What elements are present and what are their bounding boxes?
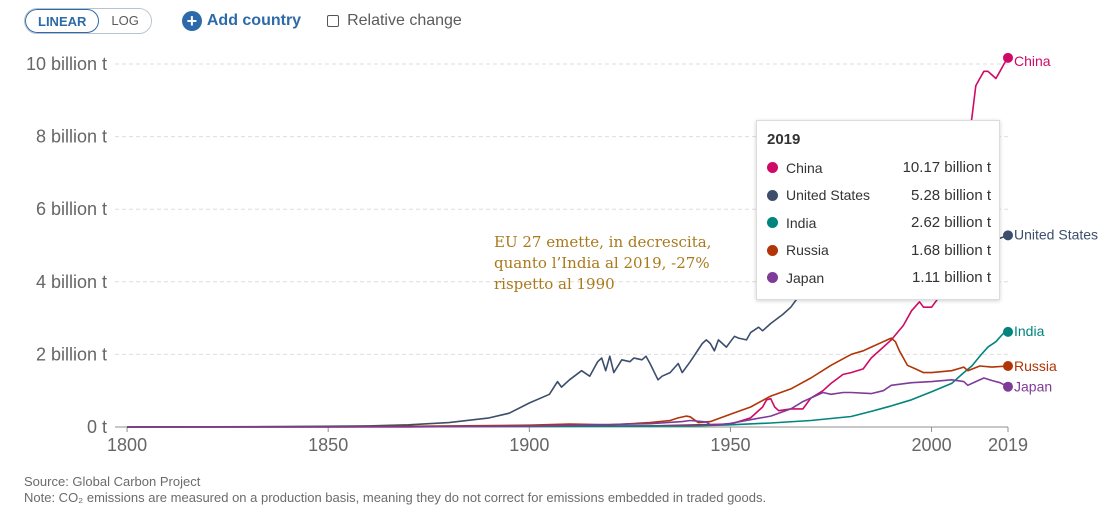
tooltip-series-name: United States bbox=[786, 187, 871, 204]
tooltip-year: 2019 bbox=[767, 131, 801, 148]
x-tick-label: 1950 bbox=[710, 435, 750, 455]
series-end-point[interactable] bbox=[1003, 326, 1013, 337]
series-end-point[interactable] bbox=[1003, 52, 1013, 63]
series-end-point[interactable] bbox=[1003, 230, 1013, 241]
year-tooltip: 2019 China 10.17 billion t United States 5.… bbox=[756, 120, 1000, 300]
tooltip-row: Japan 1.11 billion t bbox=[767, 264, 991, 292]
series-end-point[interactable] bbox=[1003, 381, 1013, 392]
tooltip-series-name: India bbox=[786, 214, 817, 231]
log-scale-button[interactable]: LOG bbox=[99, 9, 151, 33]
series-lines bbox=[127, 57, 1009, 428]
series-end-labels: United States China India Russia Japan bbox=[1003, 52, 1098, 395]
x-tick-label: 2000 bbox=[912, 435, 952, 455]
methodology-note: Note: CO₂ emissions are measured on a pr… bbox=[24, 490, 767, 505]
series-end-label[interactable]: United States bbox=[1014, 226, 1098, 242]
series-line-russia[interactable] bbox=[127, 337, 1009, 428]
series-end-label[interactable]: India bbox=[1014, 323, 1045, 339]
scale-toggle: LINEAR LOG bbox=[24, 8, 152, 34]
series-color-dot-icon bbox=[767, 162, 778, 174]
add-country-label: Add country bbox=[206, 12, 302, 29]
annotation-line-2: quanto l’India al 2019, -27% bbox=[494, 254, 710, 272]
series-line-japan[interactable] bbox=[127, 377, 1009, 428]
series-line-china[interactable] bbox=[127, 57, 1009, 428]
plus-circle-icon: + bbox=[181, 11, 202, 31]
tooltip-row: United States 5.28 billion t bbox=[767, 182, 991, 210]
series-line-india[interactable] bbox=[127, 331, 1009, 428]
annotation-line-3: rispetto al 1990 bbox=[494, 275, 615, 293]
series-color-dot-icon bbox=[767, 217, 778, 229]
tooltip-series-name: China bbox=[786, 159, 823, 176]
chart-controls: LINEAR LOG + Add country Relative change bbox=[24, 8, 462, 34]
x-tick-label: 1800 bbox=[107, 435, 147, 455]
series-end-label[interactable]: Japan bbox=[1014, 379, 1052, 395]
y-tick-label: 0 t bbox=[87, 417, 107, 437]
tooltip-series-value: 1.11 billion t bbox=[912, 269, 991, 287]
emissions-line-chart: 0 t 2 billion t 4 billion t 6 billion t 8 bi… bbox=[26, 52, 1098, 455]
tooltip-series-name: Russia bbox=[786, 242, 829, 259]
annotation-line-1: EU 27 emette, in decrescita, bbox=[494, 233, 712, 251]
series-color-dot-icon bbox=[767, 244, 778, 256]
add-country-button[interactable]: + Add country bbox=[181, 11, 302, 31]
series-end-label[interactable]: Russia bbox=[1014, 358, 1057, 374]
tooltip-row: India 2.62 billion t bbox=[767, 209, 991, 237]
x-tick-label: 2019 bbox=[988, 435, 1028, 455]
series-color-dot-icon bbox=[767, 272, 778, 284]
series-color-dot-icon bbox=[767, 189, 778, 201]
relative-change-checkbox[interactable] bbox=[327, 15, 340, 27]
tooltip-row: Russia 1.68 billion t bbox=[767, 237, 991, 265]
tooltip-series-name: Japan bbox=[786, 269, 825, 286]
tooltip-series-value: 10.17 billion t bbox=[902, 159, 991, 177]
series-end-label[interactable]: China bbox=[1014, 53, 1051, 69]
y-axis-ticks: 0 t 2 billion t 4 billion t 6 billion t 8 bi… bbox=[26, 54, 107, 437]
tooltip-series-value: 5.28 billion t bbox=[910, 186, 991, 204]
x-tick-label: 1850 bbox=[308, 435, 348, 455]
y-tick-label: 8 billion t bbox=[36, 127, 107, 147]
chart-footer: Source: Global Carbon Project Note: CO₂ … bbox=[24, 474, 766, 506]
y-tick-label: 10 billion t bbox=[26, 54, 107, 74]
x-tick-label: 1900 bbox=[509, 435, 549, 455]
series-end-point[interactable] bbox=[1003, 361, 1013, 372]
tooltip-row: China 10.17 billion t bbox=[767, 154, 991, 182]
tooltip-series-value: 1.68 billion t bbox=[910, 241, 991, 259]
eu-annotation: EU 27 emette, in decrescita, quanto l’In… bbox=[494, 232, 734, 295]
y-tick-label: 6 billion t bbox=[36, 199, 107, 219]
source-note: Source: Global Carbon Project bbox=[24, 474, 201, 489]
relative-change-label: Relative change bbox=[347, 12, 462, 29]
x-axis-ticks: 1800 1850 1900 1950 2000 2019 bbox=[107, 427, 1028, 455]
y-tick-label: 4 billion t bbox=[36, 272, 107, 292]
tooltip-series-value: 2.62 billion t bbox=[910, 214, 991, 232]
relative-change-toggle[interactable]: Relative change bbox=[327, 12, 462, 30]
y-tick-label: 2 billion t bbox=[36, 344, 107, 364]
linear-scale-button[interactable]: LINEAR bbox=[25, 9, 100, 33]
tooltip-rows: China 10.17 billion t United States 5.28 bi… bbox=[767, 154, 991, 292]
